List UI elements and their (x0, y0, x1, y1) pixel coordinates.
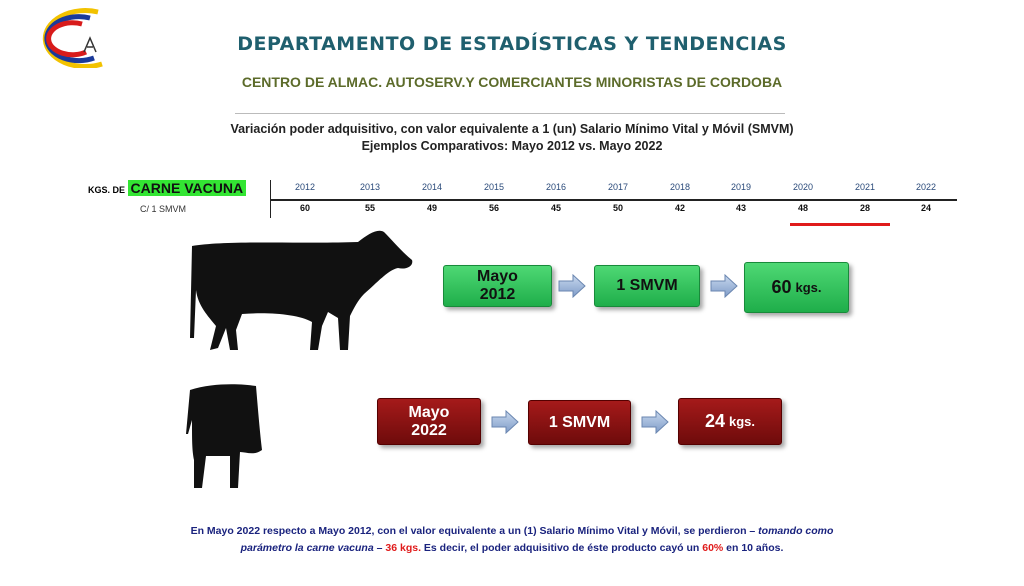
year: 2017 (607, 182, 629, 192)
arrow (491, 410, 519, 434)
footer-text: 60% (702, 542, 724, 554)
year: 2014 (421, 182, 443, 192)
table-rule (270, 199, 957, 201)
year: 2020 (792, 182, 814, 192)
amount: 60 (771, 277, 792, 297)
year: 2019 (730, 182, 752, 192)
year: 2013 (359, 182, 381, 192)
salary-box: 1 SMVM (594, 265, 700, 307)
amount: 24 (704, 411, 725, 431)
product: CARNE VACUNA (127, 180, 247, 196)
divider (235, 113, 785, 114)
value: 55 (364, 203, 375, 213)
table-label: KGS. DE CARNE VACUNA (88, 180, 247, 196)
footer-text: 36 kgs. (385, 542, 421, 554)
unit: kgs. (795, 280, 822, 295)
period-box: Mayo 2022 (377, 398, 481, 445)
footer-text: en 10 años. (723, 542, 784, 554)
heading: Ejemplos Comparativos: Mayo 2012 vs. May… (361, 139, 663, 153)
year: 2021 (854, 182, 876, 192)
subtitle: CENTRO DE ALMAC. AUTOSERV.Y COMERCIANTES… (241, 74, 783, 90)
footer: En Mayo 2022 respecto a Mayo 2012, con e… (180, 523, 844, 557)
year: 2015 (483, 182, 505, 192)
value: 48 (797, 203, 808, 213)
year: 2022 (915, 182, 937, 192)
year: 2012 (294, 182, 316, 192)
arrow (710, 274, 738, 298)
unit: kgs. (729, 414, 756, 429)
amount-box: 60 kgs. (744, 262, 849, 313)
year: 2016 (545, 182, 567, 192)
value: 49 (426, 203, 437, 213)
arrow (558, 274, 586, 298)
title: DEPARTAMENTO DE ESTADÍSTICAS Y TENDENCIA… (237, 33, 787, 55)
cow-2022 (186, 384, 262, 488)
amount-box: 24 kgs. (678, 398, 782, 445)
value: 50 (612, 203, 623, 213)
salary-box: 1 SMVM (528, 400, 631, 445)
value: 56 (488, 203, 499, 213)
cow-2012 (190, 230, 413, 350)
heading: Variación poder adquisitivo, con valor e… (230, 122, 794, 136)
footer-text: Es decir, el poder adquisitivo de éste p… (421, 542, 703, 554)
value: 45 (550, 203, 561, 213)
value: 42 (674, 203, 685, 213)
label-prefix: KGS. DE (88, 185, 126, 195)
footer-text: – (373, 542, 386, 554)
footer-text: En Mayo 2022 respecto a Mayo 2012, con e… (190, 525, 759, 537)
table-unit: C/ 1 SMVM (140, 204, 187, 214)
value: 60 (299, 203, 310, 213)
year: 2018 (669, 182, 691, 192)
highlight-underline (790, 223, 890, 226)
value: 43 (735, 203, 746, 213)
value: 28 (859, 203, 870, 213)
value: 24 (920, 203, 931, 213)
logo (42, 8, 103, 68)
period-box: Mayo 2012 (443, 265, 552, 307)
arrow (641, 410, 669, 434)
footer-text: tomando como parámetro la carne vacuna (240, 525, 834, 554)
